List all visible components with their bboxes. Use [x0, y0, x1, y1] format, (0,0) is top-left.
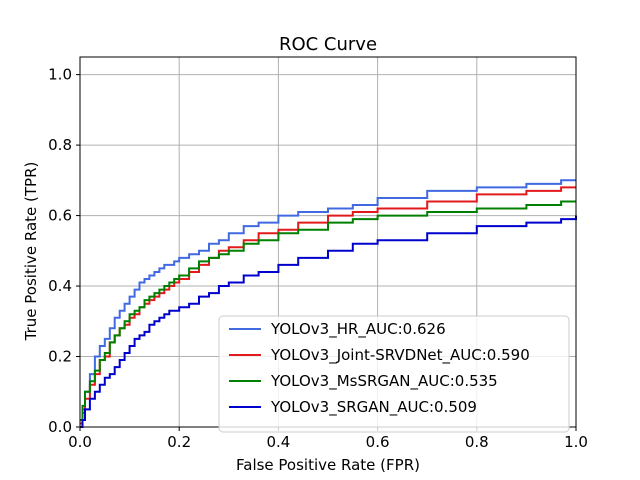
y-tick-label: 0.4 [48, 277, 72, 295]
x-tick-label: 0.0 [68, 433, 92, 451]
y-tick-label: 0.8 [48, 136, 72, 154]
legend-label: YOLOv3_MsSRGAN_AUC:0.535 [270, 372, 498, 391]
series-line-0 [80, 179, 576, 421]
legend-box [218, 315, 570, 433]
x-tick-label: 1.0 [564, 433, 588, 451]
y-tick-label: 0.6 [48, 207, 72, 225]
y-axis-title: True Positive Rate (TPR) [22, 162, 40, 342]
y-tick-label: 1.0 [48, 66, 72, 84]
legend-label: YOLOv3_HR_AUC:0.626 [270, 320, 446, 339]
legend-label: YOLOv3_Joint-SRVDNet_AUC:0.590 [270, 346, 530, 365]
legend-label: YOLOv3_SRGAN_AUC:0.509 [270, 398, 477, 417]
x-tick-label: 0.2 [167, 433, 191, 451]
series-line-1 [80, 186, 576, 425]
series-line-3 [80, 215, 577, 428]
series-line-2 [80, 200, 576, 421]
series-lines [80, 179, 577, 428]
axis-ticks: 0.0 0.2 0.4 0.6 0.8 1.0 0.0 0.2 0.4 0.6 0.8 1.0 [48, 66, 588, 451]
y-tick-label: 0.2 [48, 348, 72, 366]
chart-title: ROC Curve [279, 34, 377, 55]
x-tick-label: 0.6 [366, 433, 390, 451]
legend: YOLOv3_HR_AUC:0.626 YOLOv3_Joint-SRVDNet_… [218, 315, 570, 433]
x-tick-label: 0.8 [465, 433, 489, 451]
x-tick-label: 0.4 [266, 433, 290, 451]
x-axis-title: False Positive Rate (FPR) [236, 456, 420, 474]
y-tick-label: 0.0 [48, 418, 72, 436]
